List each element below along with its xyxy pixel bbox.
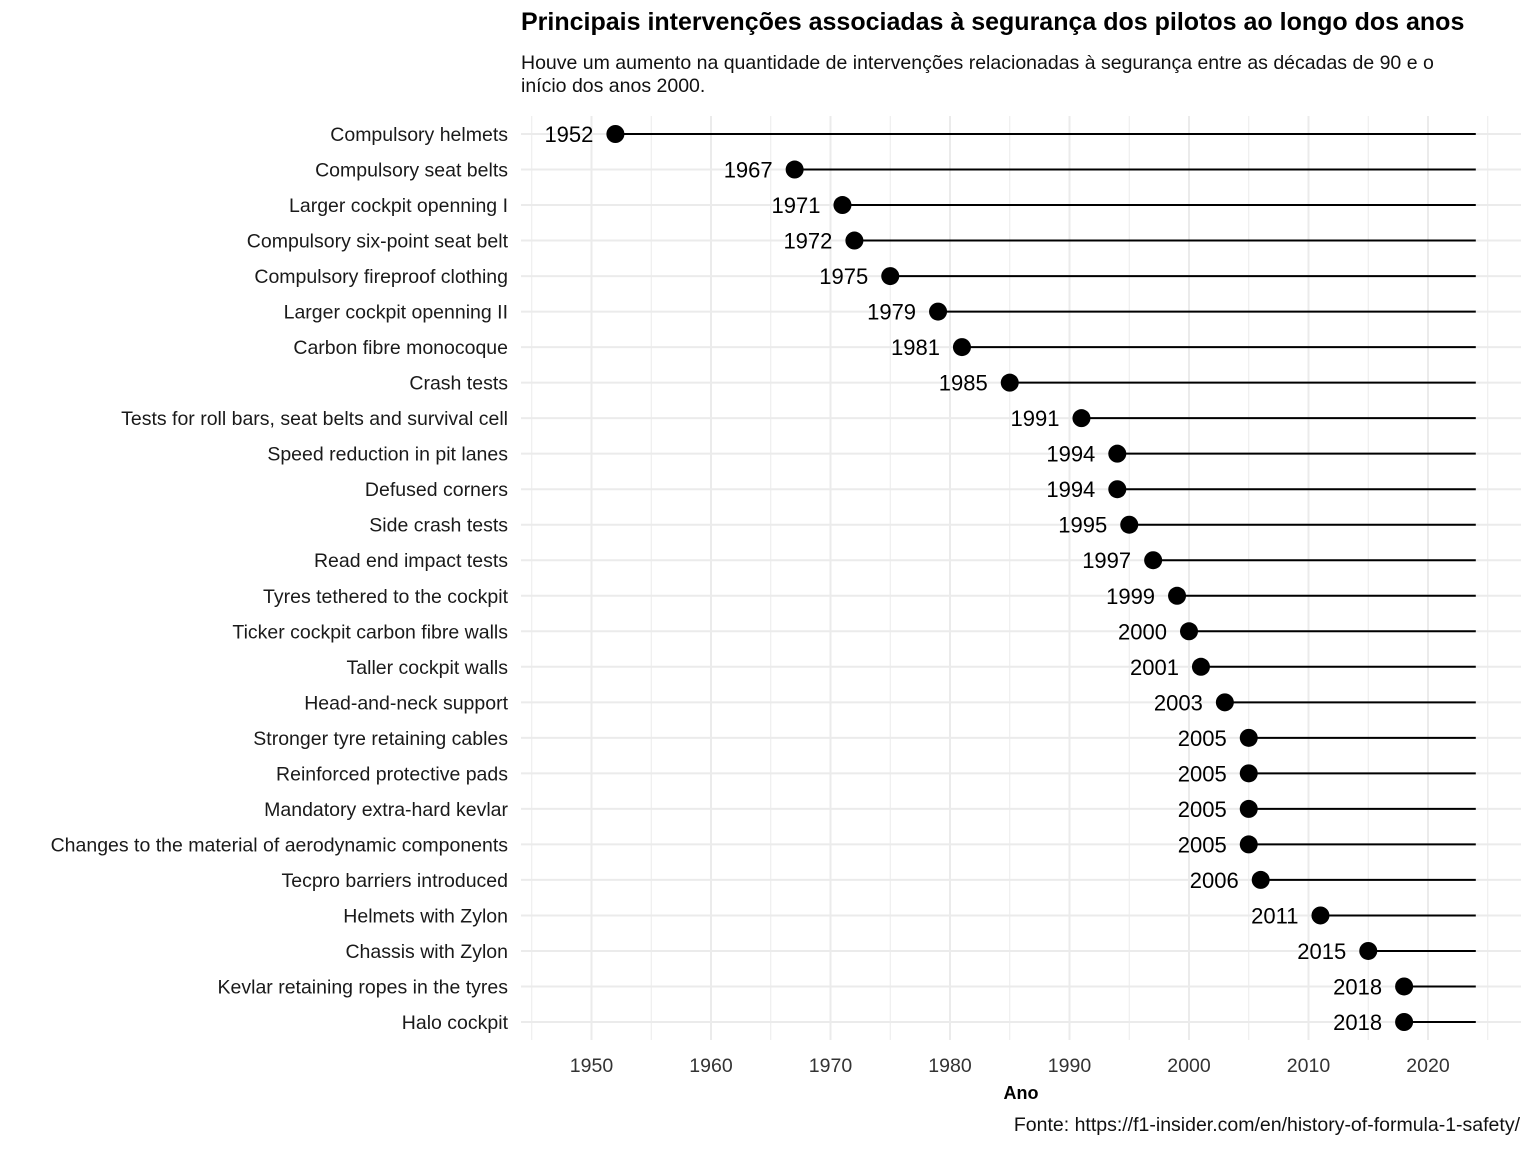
data-point bbox=[881, 267, 900, 286]
y-tick-label: Tests for roll bars, seat belts and surv… bbox=[121, 408, 508, 430]
data-point bbox=[1072, 409, 1091, 428]
y-tick-label: Reinforced protective pads bbox=[276, 763, 508, 785]
y-tick-label: Taller cockpit walls bbox=[347, 657, 509, 679]
data-label: 1994 bbox=[1046, 442, 1095, 467]
data-label: 2018 bbox=[1333, 1010, 1382, 1035]
y-tick-label: Halo cockpit bbox=[402, 1012, 509, 1034]
y-tick-label: Head-and-neck support bbox=[304, 692, 508, 714]
x-tick-label: 1980 bbox=[928, 1055, 972, 1077]
data-point bbox=[833, 196, 852, 215]
data-label: 1999 bbox=[1106, 584, 1155, 609]
data-point bbox=[1239, 835, 1258, 854]
data-label: 1979 bbox=[867, 300, 916, 325]
data-label: 1994 bbox=[1046, 477, 1095, 502]
y-tick-label: Tecpro barriers introduced bbox=[281, 870, 508, 892]
y-tick-label: Compulsory seat belts bbox=[315, 160, 508, 182]
chart-caption: Fonte: https://f1-insider.com/en/history… bbox=[1013, 1114, 1520, 1136]
data-point bbox=[785, 160, 804, 179]
y-tick-label: Speed reduction in pit lanes bbox=[267, 444, 508, 466]
y-tick-label: Changes to the material of aerodynamic c… bbox=[51, 834, 509, 856]
data-point bbox=[845, 231, 864, 250]
data-label: 2011 bbox=[1251, 903, 1298, 928]
x-tick-label: 1970 bbox=[809, 1055, 853, 1077]
data-point bbox=[1215, 693, 1234, 712]
y-tick-label: Compulsory six-point seat belt bbox=[247, 231, 509, 253]
chart-title: Principais intervenções associadas à seg… bbox=[521, 8, 1465, 36]
x-tick-label: 1990 bbox=[1048, 1055, 1092, 1077]
data-label: 1995 bbox=[1058, 513, 1107, 538]
data-point bbox=[929, 302, 948, 321]
data-point bbox=[1251, 870, 1270, 889]
data-label: 1991 bbox=[1010, 406, 1059, 431]
data-label: 1967 bbox=[724, 158, 773, 183]
data-label: 1997 bbox=[1082, 548, 1131, 573]
y-tick-label: Tyres tethered to the cockpit bbox=[263, 586, 509, 608]
data-point bbox=[952, 338, 971, 357]
data-label: 1971 bbox=[771, 193, 820, 218]
data-point bbox=[1311, 906, 1330, 925]
data-point bbox=[1395, 977, 1414, 996]
y-tick-label: Compulsory helmets bbox=[330, 124, 508, 146]
y-tick-label: Mandatory extra-hard kevlar bbox=[264, 799, 508, 821]
data-point bbox=[1395, 1013, 1414, 1031]
y-tick-label: Defused corners bbox=[365, 479, 508, 501]
data-label: 2005 bbox=[1178, 832, 1227, 857]
data-label: 2006 bbox=[1190, 868, 1239, 893]
data-label: 1975 bbox=[819, 264, 868, 289]
y-tick-label: Helmets with Zylon bbox=[343, 905, 508, 927]
y-tick-label: Stronger tyre retaining cables bbox=[253, 728, 508, 750]
data-point bbox=[1239, 764, 1258, 783]
y-tick-label: Crash tests bbox=[409, 373, 508, 395]
data-point bbox=[1180, 622, 1198, 641]
x-tick-label: 1960 bbox=[689, 1055, 733, 1077]
y-tick-label: Kevlar retaining ropes in the tyres bbox=[218, 976, 509, 998]
data-point bbox=[1239, 799, 1258, 818]
x-axis-title: Ano bbox=[1004, 1083, 1039, 1103]
data-label: 1985 bbox=[939, 371, 988, 396]
y-tick-label: Ticker cockpit carbon fibre walls bbox=[232, 621, 508, 643]
data-label: 2005 bbox=[1178, 726, 1227, 751]
x-tick-label: 1950 bbox=[570, 1055, 614, 1077]
y-tick-label: Read end impact tests bbox=[314, 550, 508, 572]
data-label: 1972 bbox=[783, 229, 832, 254]
data-label: 2000 bbox=[1118, 619, 1167, 644]
data-point bbox=[1144, 551, 1163, 570]
x-tick-label: 2000 bbox=[1167, 1055, 1211, 1077]
y-tick-label: Side crash tests bbox=[369, 515, 508, 537]
data-point bbox=[1108, 480, 1127, 499]
y-tick-label: Carbon fibre monocoque bbox=[293, 337, 508, 359]
data-point bbox=[1191, 657, 1210, 676]
data-point bbox=[606, 125, 625, 143]
data-label: 2005 bbox=[1178, 797, 1227, 822]
x-tick-label: 2010 bbox=[1287, 1055, 1331, 1077]
y-tick-label: Larger cockpit openning II bbox=[284, 302, 508, 324]
data-label: 1981 bbox=[891, 335, 940, 360]
y-tick-label: Compulsory fireproof clothing bbox=[254, 266, 508, 288]
data-label: 2005 bbox=[1178, 761, 1227, 786]
data-point bbox=[1000, 373, 1019, 392]
x-tick-label: 2020 bbox=[1406, 1055, 1450, 1077]
data-label: 2018 bbox=[1333, 974, 1382, 999]
data-label: 2003 bbox=[1154, 690, 1203, 715]
data-point bbox=[1168, 586, 1187, 605]
y-tick-label: Larger cockpit openning I bbox=[289, 195, 508, 217]
data-label: 2001 bbox=[1130, 655, 1179, 680]
y-tick-label: Chassis with Zylon bbox=[345, 941, 508, 963]
data-label: 2015 bbox=[1297, 939, 1346, 964]
chart-subtitle: Houve um aumento na quantidade de interv… bbox=[521, 52, 1434, 97]
data-point bbox=[1108, 444, 1127, 463]
data-point bbox=[1120, 515, 1139, 534]
data-point bbox=[1359, 941, 1378, 960]
data-label: 1952 bbox=[544, 122, 593, 147]
data-point bbox=[1239, 728, 1258, 747]
